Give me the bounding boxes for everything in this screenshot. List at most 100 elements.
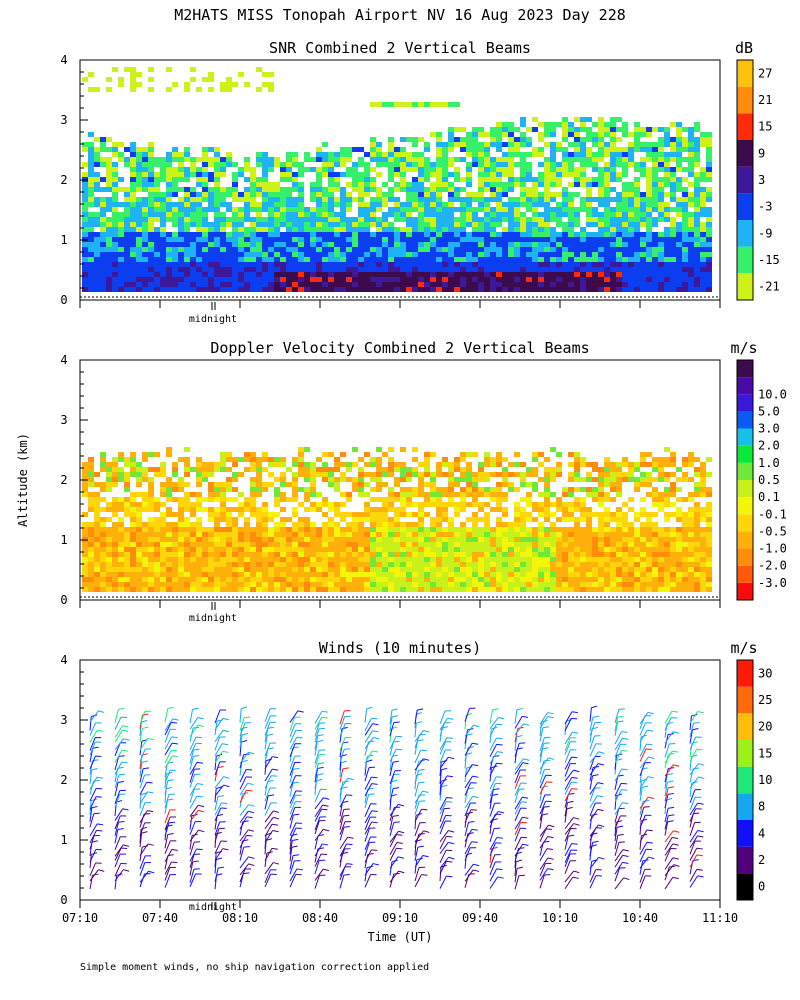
snr-cell bbox=[244, 227, 250, 232]
doppler-cell bbox=[196, 532, 202, 537]
snr-cell bbox=[292, 197, 298, 202]
snr-cell bbox=[160, 177, 166, 182]
doppler-cell bbox=[220, 582, 226, 587]
doppler-cell bbox=[592, 492, 598, 497]
snr-cell bbox=[346, 257, 352, 262]
doppler-cell bbox=[424, 462, 430, 467]
snr-cell bbox=[574, 282, 580, 287]
snr-cell bbox=[262, 197, 268, 202]
doppler-cell bbox=[316, 502, 322, 507]
snr-cell bbox=[88, 222, 94, 227]
doppler-cell bbox=[100, 582, 106, 587]
snr-cell bbox=[112, 192, 118, 197]
snr-cell bbox=[610, 217, 616, 222]
snr-cell bbox=[136, 277, 142, 282]
snr-cell bbox=[262, 202, 268, 207]
doppler-cell bbox=[328, 562, 334, 567]
snr-cell bbox=[160, 237, 166, 242]
doppler-cell bbox=[142, 542, 148, 547]
snr-cell bbox=[430, 212, 436, 217]
snr-cell bbox=[700, 142, 706, 147]
snr-cell bbox=[484, 172, 490, 177]
snr-cell bbox=[280, 222, 286, 227]
doppler-cell bbox=[178, 562, 184, 567]
snr-cell bbox=[412, 277, 418, 282]
doppler-cell bbox=[430, 572, 436, 577]
snr-cell bbox=[568, 192, 574, 197]
snr-cell bbox=[466, 237, 472, 242]
snr-cell bbox=[274, 182, 280, 187]
doppler-cell bbox=[574, 547, 580, 552]
snr-cell bbox=[586, 237, 592, 242]
doppler-cell bbox=[418, 562, 424, 567]
snr-cell bbox=[472, 222, 478, 227]
snr-cell bbox=[502, 232, 508, 237]
snr-cell bbox=[502, 152, 508, 157]
snr-cell bbox=[88, 157, 94, 162]
doppler-cell bbox=[94, 577, 100, 582]
doppler-cell bbox=[250, 527, 256, 532]
snr-cell bbox=[556, 177, 562, 182]
doppler-cell bbox=[526, 562, 532, 567]
doppler-cell bbox=[196, 457, 202, 462]
doppler-cell bbox=[136, 472, 142, 477]
snr-cell bbox=[490, 162, 496, 167]
doppler-cell bbox=[214, 517, 220, 522]
doppler-cell bbox=[316, 577, 322, 582]
snr-cell bbox=[598, 262, 604, 267]
snr-cell bbox=[514, 282, 520, 287]
snr-cell bbox=[352, 242, 358, 247]
snr-cell bbox=[94, 257, 100, 262]
doppler-cell bbox=[574, 502, 580, 507]
snr-cell bbox=[562, 202, 568, 207]
doppler-cell bbox=[214, 537, 220, 542]
doppler-cell bbox=[370, 532, 376, 537]
doppler-cell bbox=[88, 527, 94, 532]
doppler-cell bbox=[394, 537, 400, 542]
snr-cell bbox=[190, 287, 196, 292]
snr-cell bbox=[400, 172, 406, 177]
snr-cell bbox=[220, 227, 226, 232]
snr-cell bbox=[214, 227, 220, 232]
doppler-cell bbox=[196, 462, 202, 467]
snr-cell bbox=[160, 242, 166, 247]
snr-cell bbox=[220, 172, 226, 177]
doppler-cell bbox=[100, 497, 106, 502]
snr-cell bbox=[556, 232, 562, 237]
snr-cell bbox=[262, 227, 268, 232]
snr-cell bbox=[442, 142, 448, 147]
snr-cell bbox=[472, 127, 478, 132]
snr-cell bbox=[502, 262, 508, 267]
doppler-cell bbox=[166, 557, 172, 562]
doppler-cell bbox=[496, 487, 502, 492]
doppler-cell bbox=[358, 457, 364, 462]
doppler-cell bbox=[94, 557, 100, 562]
snr-cell bbox=[172, 277, 178, 282]
doppler-cell bbox=[340, 512, 346, 517]
doppler-cell bbox=[544, 557, 550, 562]
doppler-cell bbox=[250, 512, 256, 517]
snr-cell bbox=[184, 167, 190, 172]
doppler-cell bbox=[202, 462, 208, 467]
doppler-cell bbox=[592, 552, 598, 557]
snr-cell bbox=[562, 147, 568, 152]
doppler-cell bbox=[424, 582, 430, 587]
snr-cell bbox=[334, 227, 340, 232]
snr-cell bbox=[184, 177, 190, 182]
doppler-cell bbox=[328, 532, 334, 537]
doppler-cell bbox=[148, 517, 154, 522]
doppler-cell bbox=[598, 467, 604, 472]
snr-cell bbox=[640, 212, 646, 217]
doppler-cell bbox=[418, 557, 424, 562]
snr-cell bbox=[304, 222, 310, 227]
doppler-cell bbox=[424, 547, 430, 552]
doppler-cell bbox=[358, 482, 364, 487]
snr-cell bbox=[292, 242, 298, 247]
snr-cell bbox=[406, 222, 412, 227]
doppler-cell bbox=[472, 502, 478, 507]
doppler-cell bbox=[400, 472, 406, 477]
snr-cell bbox=[82, 252, 88, 257]
snr-cell bbox=[544, 217, 550, 222]
doppler-cell bbox=[544, 507, 550, 512]
snr-cell bbox=[178, 162, 184, 167]
